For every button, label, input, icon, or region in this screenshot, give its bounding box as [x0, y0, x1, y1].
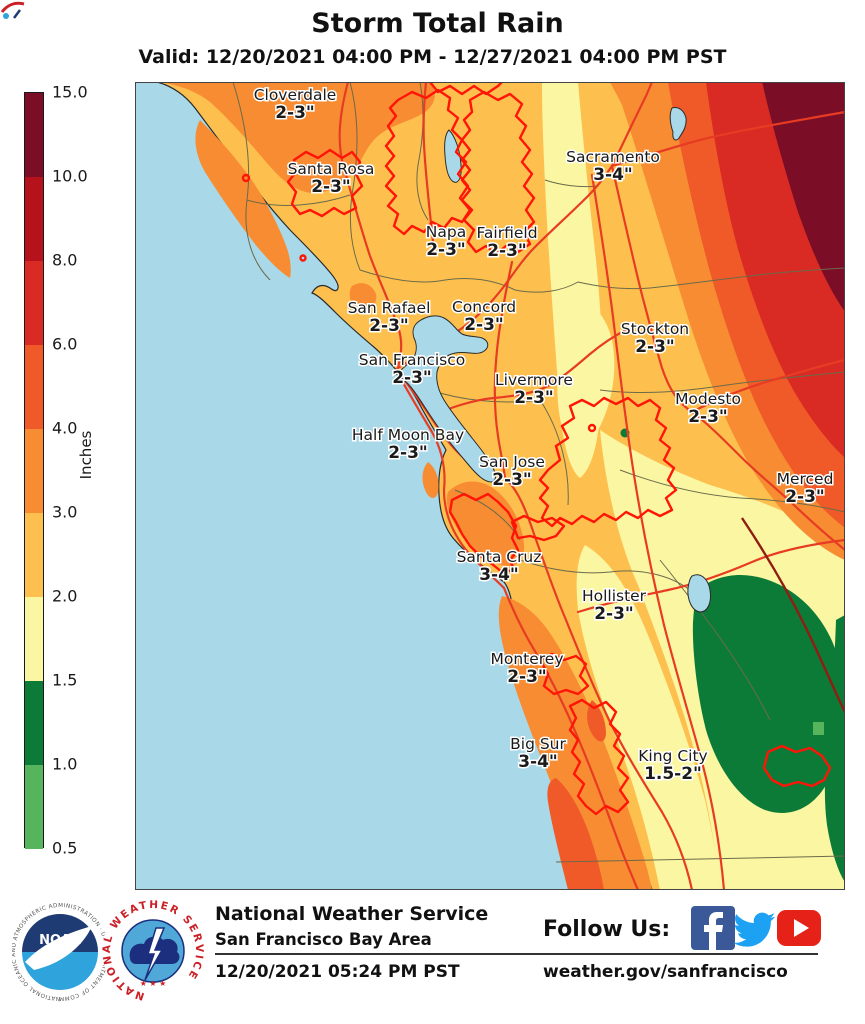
follow-us-label: Follow Us:	[543, 917, 670, 942]
colorbar-segment	[25, 177, 43, 261]
colorbar-tick: 4.0	[52, 419, 77, 438]
svg-text:NOAA: NOAA	[39, 933, 81, 948]
city-rain-amount: 2-3"	[369, 316, 409, 336]
city-label: Napa	[426, 223, 466, 241]
city-rain-amount: 2-3"	[388, 443, 428, 463]
city-rain-amount: 3-4"	[518, 752, 558, 772]
colorbar-legend	[24, 92, 44, 848]
youtube-icon[interactable]	[777, 906, 821, 950]
colorbar-tick: 0.5	[52, 839, 77, 858]
colorbar-tick: 3.0	[52, 503, 77, 522]
city-label: Monterey	[490, 650, 563, 668]
facebook-icon[interactable]	[691, 906, 735, 950]
colorbar-segment	[25, 429, 43, 513]
footer-agency: National Weather Service	[215, 903, 488, 925]
colorbar-segment	[25, 345, 43, 429]
city-rain-amount: 2-3"	[275, 103, 315, 123]
city-rain-amount: 2-3"	[507, 667, 547, 687]
city-rain-amount: 3-4"	[479, 565, 519, 585]
city-label: Concord	[452, 298, 516, 316]
city-rain-amount: 2-3"	[392, 368, 432, 388]
colorbar-segment	[25, 681, 43, 765]
city-rain-amount: 2-3"	[464, 315, 504, 335]
city-rain-amount: 2-3"	[492, 470, 532, 490]
colorbar-segment	[25, 93, 43, 177]
city-rain-amount: 2-3"	[311, 177, 351, 197]
city-label: Fairfield	[476, 224, 537, 242]
city-rain-amount: 2-3"	[785, 487, 825, 507]
weather-graphic-page: Storm Total Rain Valid: 12/20/2021 04:00…	[0, 0, 865, 1024]
city-label: Modesto	[675, 390, 741, 408]
page-title: Storm Total Rain	[0, 8, 865, 39]
city-label: Half Moon Bay	[352, 426, 464, 444]
colorbar-segment	[25, 597, 43, 681]
city-rain-amount: 1.5-2"	[644, 764, 702, 784]
colorbar-tick: 10.0	[52, 167, 88, 186]
footer-issued-time: 12/20/2021 05:24 PM PST	[215, 962, 460, 982]
city-label: San Jose	[479, 453, 545, 471]
twitter-icon[interactable]	[733, 906, 777, 950]
city-label: Cloverdale	[254, 86, 337, 104]
city-rain-amount: 2-3"	[594, 604, 634, 624]
noaa-logo: NATIONAL OCEANIC AND ATMOSPHERIC ADMINIS…	[12, 902, 108, 1002]
rain-map[interactable]: Cloverdale2-3"Santa Rosa2-3"Sacramento3-…	[135, 82, 845, 890]
footer-office: San Francisco Bay Area	[215, 930, 432, 949]
city-rain-amount: 2-3"	[426, 240, 466, 260]
colorbar-segment	[25, 765, 43, 849]
city-rain-amount: 2-3"	[635, 337, 675, 357]
footer-divider	[215, 953, 818, 955]
city-rain-amount: 2-3"	[514, 388, 554, 408]
city-label: San Francisco	[359, 351, 465, 369]
colorbar-tick: 6.0	[52, 335, 77, 354]
colorbar-tick: 15.0	[52, 83, 88, 102]
nws-logo: NATIONAL WEATHER SERVICE ★ ★ ★	[100, 898, 206, 1006]
colorbar-unit-label: Inches	[77, 431, 95, 480]
city-rain-amount: 3-4"	[593, 165, 633, 185]
city-rain-amount: 2-3"	[487, 241, 527, 261]
city-label: Merced	[777, 470, 834, 488]
colorbar-segment	[25, 261, 43, 345]
city-label: Sacramento	[566, 148, 660, 166]
city-label: Santa Rosa	[288, 160, 375, 178]
footer-website[interactable]: weather.gov/sanfrancisco	[543, 962, 788, 982]
city-label: Livermore	[495, 371, 573, 389]
valid-time-range: Valid: 12/20/2021 04:00 PM - 12/27/2021 …	[0, 46, 865, 68]
colorbar-tick: 8.0	[52, 251, 77, 270]
colorbar-segment	[25, 513, 43, 597]
city-label: Stockton	[621, 320, 689, 338]
city-label: Hollister	[582, 587, 647, 605]
city-rain-amount: 2-3"	[688, 407, 728, 427]
svg-text:★ ★ ★: ★ ★ ★	[140, 979, 167, 988]
city-label: San Rafael	[348, 299, 431, 317]
city-label: King City	[638, 747, 707, 765]
colorbar-tick: 1.0	[52, 755, 77, 774]
city-label: Santa Cruz	[457, 548, 542, 566]
colorbar-tick: 2.0	[52, 587, 77, 606]
colorbar-tick: 1.5	[52, 671, 77, 690]
city-label: Big Sur	[510, 735, 566, 753]
